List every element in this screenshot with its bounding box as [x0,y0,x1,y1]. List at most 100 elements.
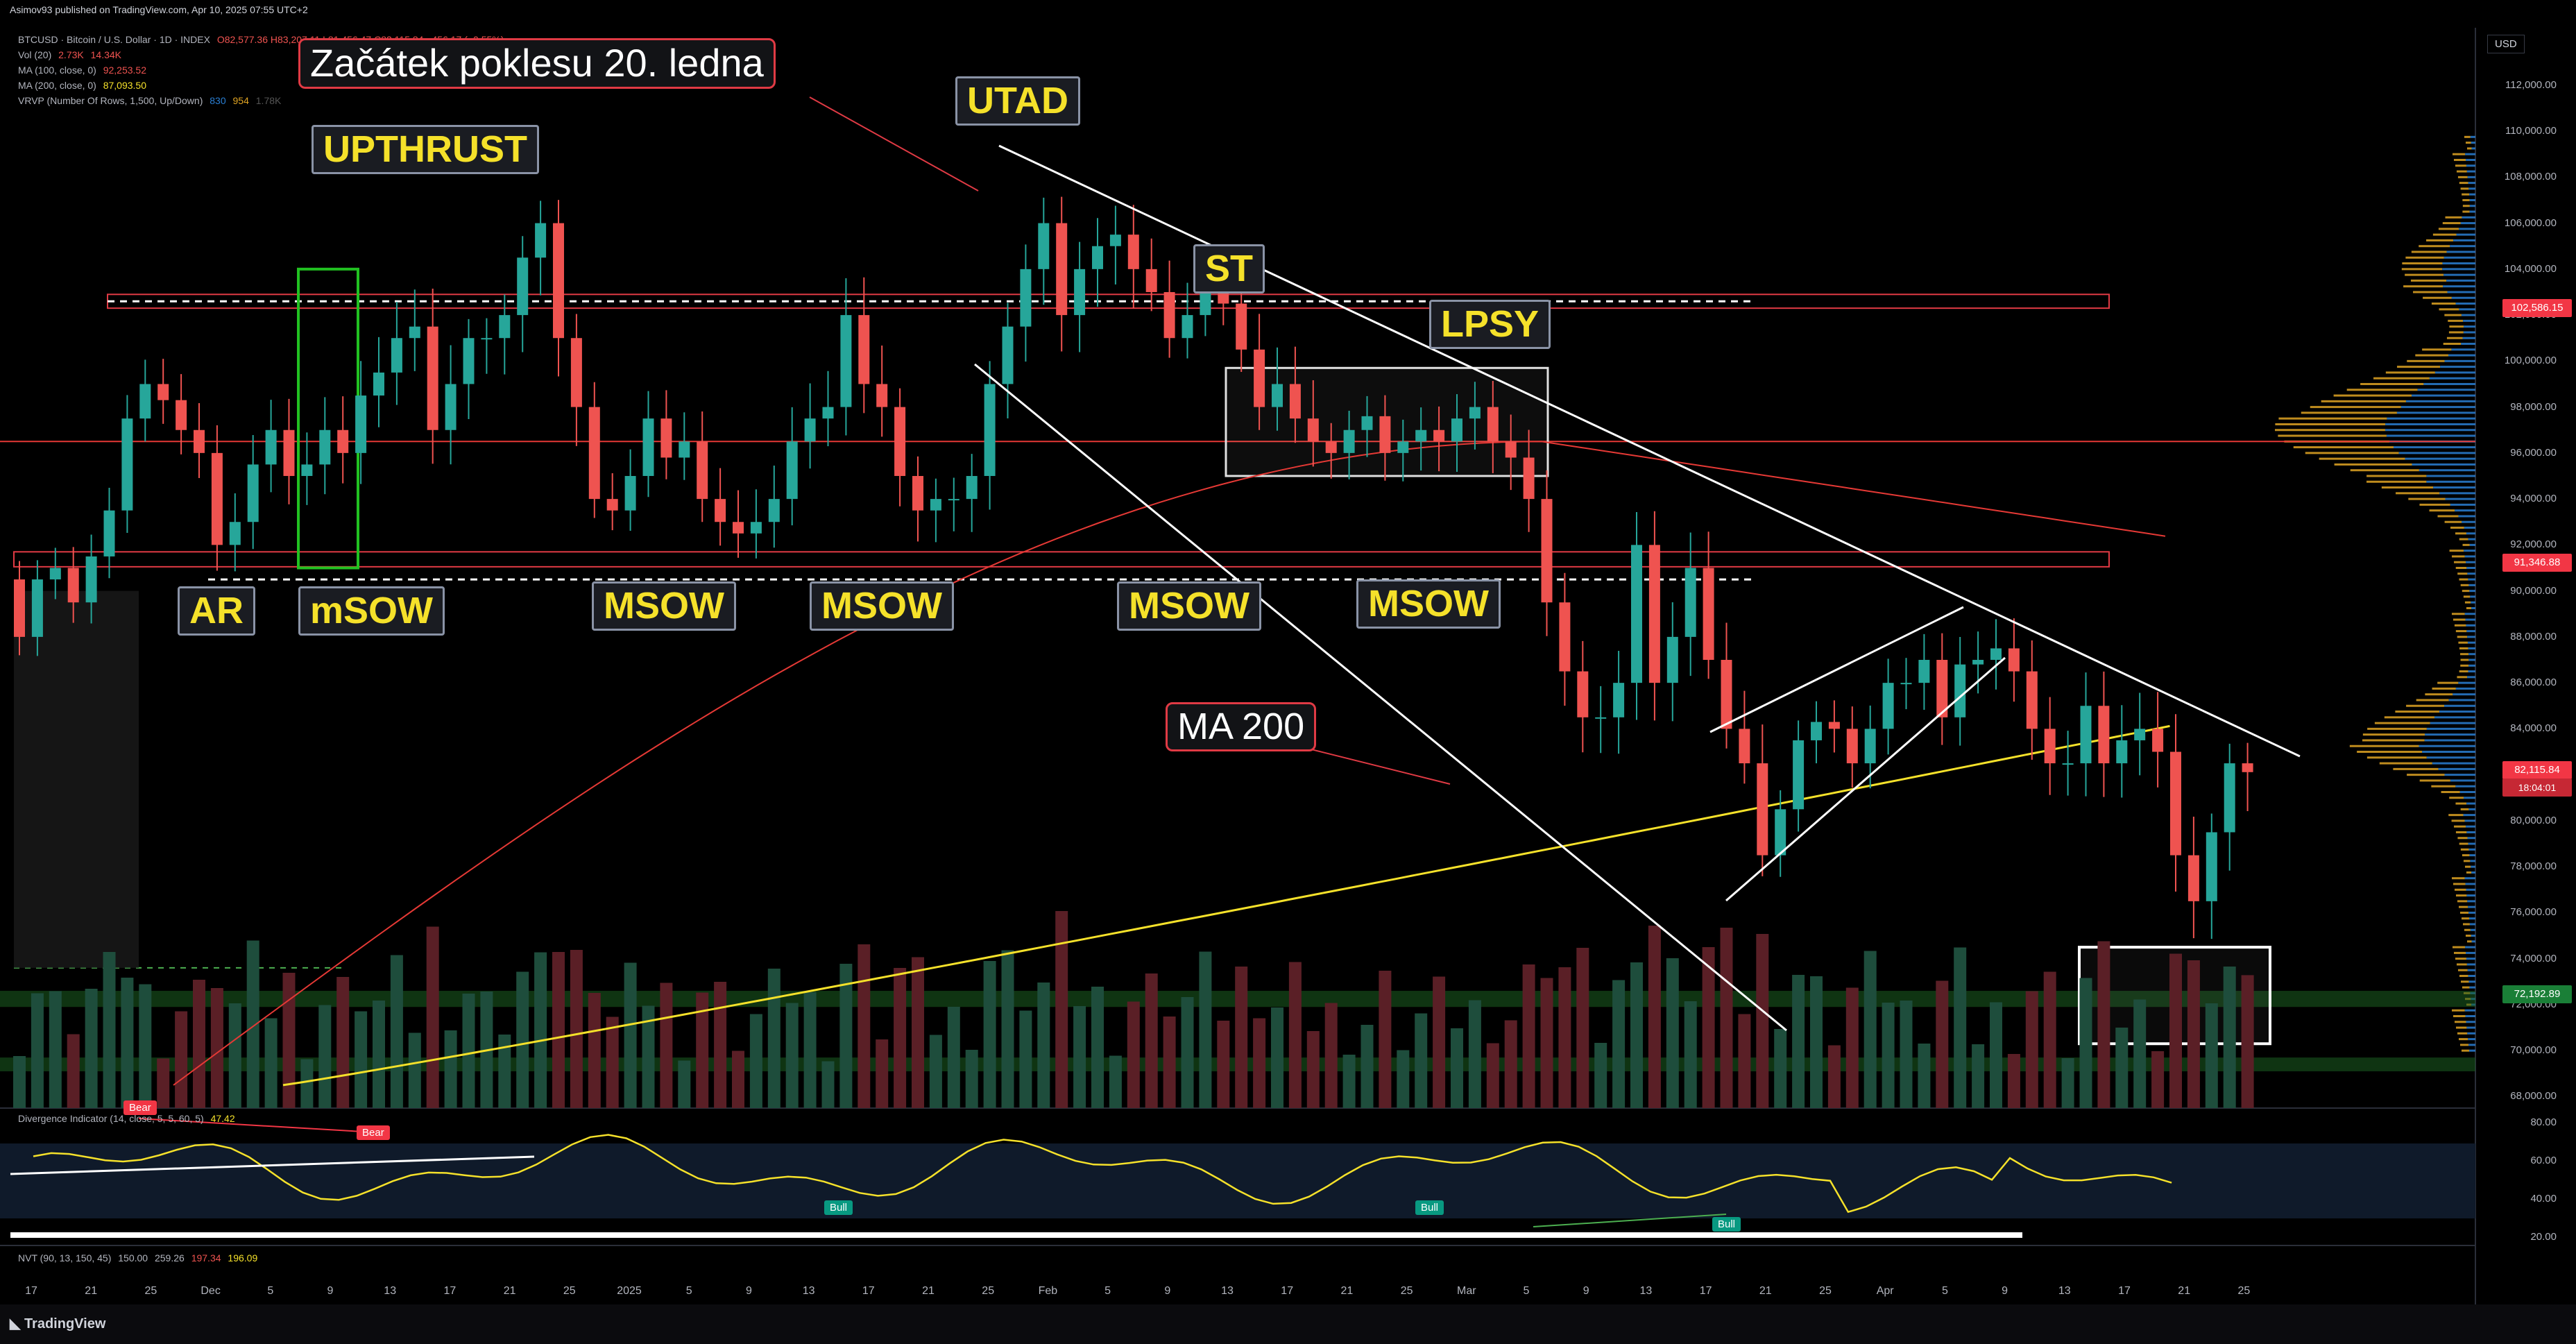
price-tick-label: 70,000.00 [2510,1044,2557,1057]
vp-row-down [2385,371,2435,374]
vp-row-up [2446,279,2475,282]
candle-body [1631,545,1642,683]
vp-row-down [2453,158,2466,161]
volume-bar [1648,926,1661,1108]
vp-row-down [2459,1038,2468,1041]
time-tick-label: 9 [745,1285,752,1297]
candle-body [2242,763,2253,772]
candle-body [391,338,402,373]
candle-body [912,475,923,511]
candle-body [948,499,959,501]
candle-body [1038,223,1050,269]
vp-row-up [2467,676,2475,679]
volume-bar [1594,1043,1607,1108]
price-tick-label: 78,000.00 [2510,860,2557,873]
vp-row-up [2466,532,2475,535]
vp-row-down [2443,343,2462,346]
vp-row-up [2459,308,2475,311]
vp-row-down [2460,653,2469,656]
vp-row-up [2465,153,2475,155]
candle-body [1775,809,1786,856]
ma200-legend[interactable]: MA (200, close, 0) 87,093.50 [18,80,151,91]
time-tick-label: 25 [1819,1285,1832,1297]
vp-row-down [2431,785,2456,788]
volume-bar [1756,934,1769,1108]
nvt-legend[interactable]: NVT (90, 13, 150, 45) 150.00 259.26 197.… [18,1252,257,1264]
volume-bar [373,1001,385,1108]
vp-row-up [2471,606,2475,609]
ma100-path [173,441,2166,1086]
vp-row-up [2412,394,2475,397]
vrvp-value-a: 830 [210,95,226,106]
candle-body [1936,660,1948,717]
vp-row-up [2468,980,2475,983]
volume-profile [2275,135,2475,1052]
annotation-zacatek: Začátek poklesu 20. ledna [298,38,776,89]
vp-row-up [2468,1044,2475,1046]
candle-body [1613,683,1625,717]
vol-legend[interactable]: Vol (20) 2.73K 14.34K [18,49,126,60]
volume-bar [1863,951,1877,1108]
volume-bar [965,1050,978,1108]
vp-row-down [2463,860,2471,862]
vp-row-up [2438,767,2475,770]
vp-row-down [2459,975,2468,978]
volume-bar [1001,950,1014,1108]
vp-row-down [2451,613,2465,615]
annotation-ma200: MA 200 [1166,702,1317,751]
candle-body [1127,235,1139,269]
nvt-value-d: 196.09 [228,1252,258,1264]
vp-row-down [2460,664,2469,667]
vp-row-down [2464,865,2471,868]
candle-body [984,384,996,476]
time-tick-label: Feb [1038,1285,1058,1297]
vp-row-down [2379,762,2432,765]
time-tick-label: 21 [1759,1285,1772,1297]
volume-bar [2205,1003,2218,1108]
symbol-line[interactable]: BTCUSD · Bitcoin / U.S. Dollar · 1D · IN… [18,34,210,45]
candle-body [1757,763,1768,856]
divergence-legend[interactable]: Divergence Indicator (14, close, 5, 5, 6… [18,1113,235,1124]
volume-bar [408,1032,421,1108]
volume-bar [552,952,565,1108]
candle-body [1559,602,1571,672]
candle-body [1721,660,1732,729]
vp-row-down [2462,193,2470,196]
vp-row-up [2471,871,2475,874]
volume-bar [2241,975,2254,1108]
volume-bar [1145,973,1158,1108]
candle-body [409,326,420,339]
vp-row-up [2464,550,2475,552]
bottom-bar [0,1304,2576,1344]
candle-body [1397,441,1409,453]
vp-row-up [2469,923,2475,926]
vp-row-up [2393,446,2475,449]
vp-row-down [2453,618,2466,621]
tradingview-logo[interactable]: ◣ TradingView [10,1316,106,1332]
vp-row-up [2444,774,2475,776]
candle-body [2044,729,2056,764]
candle-body [337,429,349,453]
volume-bar [1666,958,1679,1108]
vp-row-up [2398,452,2475,454]
volume-bar [983,961,996,1108]
vp-row-up [2471,147,2475,150]
vp-row-up [2444,359,2475,362]
vp-row-down [2457,176,2468,178]
vp-row-down [2453,883,2466,885]
volume-bar [2061,1058,2074,1108]
vrvp-legend[interactable]: VRVP (Number Of Rows, 1,500, Up/Down) 83… [18,95,285,106]
ma100-legend[interactable]: MA (100, close, 0) 92,253.52 [18,65,151,76]
time-tick-label: 17 [2118,1285,2131,1297]
vp-row-down [2451,877,2465,880]
candle-body [1182,315,1193,339]
vp-row-up [2439,492,2475,495]
volume-bar [894,968,907,1108]
price-tag-level2: 91,346.88 [2502,554,2572,572]
osc-tick-20: 20.00 [2530,1231,2557,1243]
currency-button[interactable]: USD [2487,35,2525,53]
candle-body [822,407,834,419]
vp-row-down [2301,411,2397,414]
vp-row-down [2393,767,2439,770]
